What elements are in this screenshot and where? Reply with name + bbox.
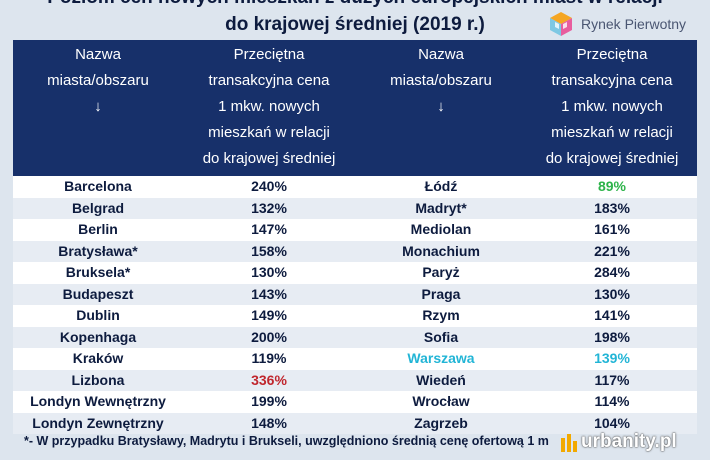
value-cell: 139% <box>594 350 630 366</box>
value-cell: 336% <box>251 371 287 388</box>
arrow-down-icon: ↓ <box>437 98 445 115</box>
city-cell: Paryż <box>422 264 460 280</box>
value-cell: 104% <box>594 414 630 431</box>
city-cell: Budapeszt <box>62 285 134 302</box>
city-cell: Mediolan <box>410 221 472 237</box>
table-row: Berlin 147% Mediolan 161% <box>13 219 697 241</box>
price-table: Nazwa miasta/obszaru ↓ Przeciętna transa… <box>13 40 697 434</box>
value-cell: 143% <box>251 285 287 302</box>
header-city-left: Nazwa miasta/obszaru ↓ <box>13 42 183 120</box>
table-row: Belgrad 132% Madryt* 183% <box>13 197 697 219</box>
header-price-right: Przeciętna transakcyjna cena 1 mkw. nowy… <box>545 46 679 167</box>
city-cell: Bruksela* <box>65 264 131 280</box>
value-cell: 119% <box>251 350 287 366</box>
city-cell: Łódź <box>424 178 458 194</box>
header-price-left: Przeciętna transakcyjna cena 1 mkw. nowy… <box>202 46 336 167</box>
city-cell: Barcelona <box>64 178 132 194</box>
cube-logo-icon <box>550 12 572 36</box>
city-cell: Londyn Wewnętrzny <box>30 393 166 409</box>
table-row: Bratysława* 158% Monachium 221% <box>13 240 697 262</box>
arrow-down-icon: ↓ <box>94 98 102 115</box>
table-row: Barcelona 240% Łódź 89% <box>13 176 697 198</box>
rynek-pierwotny-logo[interactable]: Rynek Pierwotny <box>547 9 686 39</box>
city-cell: Sofia <box>423 328 459 345</box>
table-row: Londyn Zewnętrzny 148% Zagrzeb 104% <box>13 412 697 434</box>
urbanity-watermark: urbanity.pl <box>560 430 677 454</box>
city-cell: Dublin <box>76 307 120 323</box>
table-row: Dublin 149% Rzym 141% <box>13 305 697 327</box>
table-row: Lizbona 336% Wiedeń 117% <box>13 369 697 391</box>
table-header: Nazwa miasta/obszaru ↓ Przeciętna transa… <box>13 40 697 176</box>
watermark-text: urbanity.pl <box>581 431 677 452</box>
city-cell: Wiedeń <box>416 371 466 388</box>
city-cell: Bratysława* <box>58 242 138 259</box>
value-cell: 183% <box>594 199 630 216</box>
table-row: Budapeszt 143% Praga 130% <box>13 283 697 305</box>
city-cell: Belgrad <box>71 199 125 216</box>
value-cell: 198% <box>594 328 630 345</box>
table-body: Barcelona 240% Łódź 89% Belgrad 132% Madryt* 18… <box>13 176 697 434</box>
city-cell: Wrocław <box>412 393 470 409</box>
table-row: Londyn Wewnętrzny 199% Wrocław 114% <box>13 391 697 413</box>
value-cell: 240% <box>251 178 287 194</box>
value-cell: 161% <box>594 221 630 237</box>
value-cell: 149% <box>251 307 287 323</box>
logo-text: Rynek Pierwotny <box>581 16 687 32</box>
city-cell: Rzym <box>422 307 460 323</box>
value-cell: 158% <box>251 242 287 259</box>
table-row: Kraków 119% Warszawa 139% <box>13 348 697 370</box>
city-cell: Kraków <box>72 350 124 366</box>
city-cell: Berlin <box>78 221 118 237</box>
value-cell: 221% <box>594 242 630 259</box>
value-cell: 117% <box>594 371 630 388</box>
city-cell: Monachium <box>402 242 480 259</box>
city-cell: Zagrzeb <box>414 414 468 431</box>
value-cell: 141% <box>594 307 630 323</box>
footnote: *- W przypadku Bratysławy, Madrytu i Bru… <box>24 434 549 448</box>
header-city-right: Nazwa miasta/obszaru ↓ <box>355 42 527 120</box>
building-icon <box>561 434 577 452</box>
value-cell: 284% <box>594 264 630 280</box>
value-cell: 199% <box>251 393 287 409</box>
page-title-line2: do krajowej średniej (2019 r.) <box>225 14 485 35</box>
city-cell: Madryt* <box>415 199 467 216</box>
table-row: Kopenhaga 200% Sofia 198% <box>13 326 697 348</box>
value-cell: 89% <box>597 178 627 194</box>
city-cell: Lizbona <box>71 371 125 388</box>
value-cell: 148% <box>251 414 287 431</box>
value-cell: 130% <box>251 264 287 280</box>
value-cell: 132% <box>251 199 287 216</box>
value-cell: 147% <box>251 221 287 237</box>
value-cell: 130% <box>594 285 630 302</box>
city-cell: Londyn Zewnętrzny <box>32 414 164 431</box>
value-cell: 200% <box>251 328 287 345</box>
city-cell: Kopenhaga <box>59 328 137 345</box>
city-cell: Praga <box>421 285 461 302</box>
page-title-line1: Poziom cen nowych mieszkań z dużych euro… <box>0 0 710 9</box>
table-row: Bruksela* 130% Paryż 284% <box>13 262 697 284</box>
city-cell: Warszawa <box>407 350 475 366</box>
value-cell: 114% <box>594 393 630 409</box>
